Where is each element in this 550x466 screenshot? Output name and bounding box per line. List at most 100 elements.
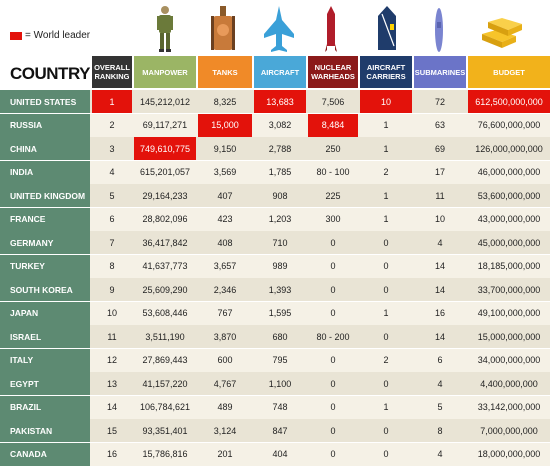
country-name: PAKISTAN [0, 419, 90, 442]
cell-tanks: 4,767 [213, 378, 237, 389]
cell-rank: 10 [106, 308, 117, 318]
cell-carriers: 1 [383, 402, 389, 412]
cell-manpower: 53,608,446 [142, 308, 188, 318]
cell-subs: 14 [434, 284, 445, 295]
cell-tanks: 3,569 [213, 167, 237, 177]
cell-tanks: 3,870 [213, 331, 237, 342]
country-name: CANADA [0, 442, 90, 466]
submarine-icon [435, 8, 443, 52]
cell-aircraft: 1,393 [268, 284, 292, 295]
cell-manpower: 28,802,096 [142, 214, 188, 224]
cell-subs: 16 [434, 308, 445, 318]
cell-carriers: 0 [383, 425, 389, 436]
cell-nuclear: 7,506 [321, 96, 345, 107]
cell-aircraft: 847 [272, 425, 288, 436]
cell-tanks: 15,000 [198, 113, 252, 137]
country-name: JAPAN [0, 301, 90, 325]
table-row: UNITED KINGDOM 5 29,164,233 407 908 225 1 11 53,… [0, 184, 550, 207]
cell-rank: 15 [106, 425, 117, 436]
table-row: ISRAEL 11 3,511,190 3,870 680 80 - 200 0 14 15,0… [0, 325, 550, 348]
cell-nuclear: 0 [330, 449, 336, 459]
cell-budget: 4,400,000,000 [480, 378, 538, 389]
country-name: FRANCE [0, 207, 90, 231]
cell-carriers: 10 [360, 90, 412, 113]
cell-aircraft: 1,203 [268, 214, 292, 224]
cell-carriers: 2 [383, 355, 389, 365]
cell-subs: 10 [434, 214, 445, 224]
table-row: GERMANY 7 36,417,842 408 710 0 0 4 45,000,000,00… [0, 231, 550, 254]
header-rank: OVERALL RANKING [92, 56, 132, 88]
cell-manpower: 41,157,220 [142, 378, 188, 389]
cell-budget: 33,700,000,000 [477, 284, 541, 295]
cell-manpower: 145,212,012 [139, 96, 191, 107]
tank-icon [211, 6, 235, 50]
cell-nuclear: 0 [330, 378, 336, 389]
cell-tanks: 489 [217, 402, 233, 412]
cell-rank: 2 [109, 120, 115, 130]
cell-nuclear: 225 [325, 190, 341, 201]
cell-budget: 126,000,000,000 [475, 143, 543, 154]
cell-rank: 4 [109, 167, 115, 177]
cell-carriers: 0 [383, 284, 389, 295]
cell-aircraft: 1,785 [268, 167, 292, 177]
country-name: ITALY [0, 348, 90, 372]
cell-budget: 49,100,000,000 [477, 308, 541, 318]
cell-budget: 18,185,000,000 [477, 261, 541, 271]
nuclear-missile-icon [325, 6, 337, 52]
cell-subs: 69 [434, 143, 445, 154]
cell-subs: 4 [437, 378, 443, 389]
country-name: SOUTH KOREA [0, 278, 90, 301]
country-name: UNITED STATES [0, 90, 90, 113]
cell-rank: 9 [109, 284, 115, 295]
fighter-jet-icon [264, 6, 294, 52]
cell-manpower: 36,417,842 [142, 237, 188, 248]
table-row: ITALY 12 27,869,443 600 795 0 2 6 34,000,000,000 [0, 348, 550, 372]
cell-aircraft: 1,100 [268, 378, 292, 389]
cell-tanks: 2,346 [213, 284, 237, 295]
cell-carriers: 0 [383, 449, 389, 459]
cell-nuclear: 300 [325, 214, 341, 224]
cell-subs: 72 [434, 96, 445, 107]
table-row: CHINA 3 749,610,775 9,150 2,788 250 1 69 126,000… [0, 137, 550, 160]
cell-manpower: 749,610,775 [134, 137, 196, 160]
cell-budget: 46,000,000,000 [477, 167, 541, 177]
cell-aircraft: 3,082 [268, 120, 292, 130]
cell-nuclear: 250 [325, 143, 341, 154]
cell-tanks: 3,124 [213, 425, 237, 436]
cell-subs: 63 [434, 120, 445, 130]
cell-subs: 17 [434, 167, 445, 177]
cell-nuclear: 0 [330, 284, 336, 295]
cell-manpower: 615,201,057 [139, 167, 191, 177]
cell-budget: 7,000,000,000 [480, 425, 538, 436]
cell-aircraft: 710 [272, 237, 288, 248]
legend-label: = World leader [25, 30, 91, 41]
cell-aircraft: 989 [272, 261, 288, 271]
table-row: PAKISTAN 15 93,351,401 3,124 847 0 0 8 7,000,000… [0, 419, 550, 442]
cell-carriers: 0 [383, 331, 389, 342]
cell-aircraft: 748 [272, 402, 288, 412]
cell-carriers: 1 [383, 308, 389, 318]
table-row: UNITED STATES 1 145,212,012 8,325 13,683 7,50… [0, 90, 550, 113]
cell-budget: 33,142,000,000 [477, 402, 541, 412]
cell-rank: 6 [109, 214, 115, 224]
cell-manpower: 25,609,290 [142, 284, 188, 295]
cell-subs: 14 [434, 331, 445, 342]
country-name: RUSSIA [0, 113, 90, 137]
cell-manpower: 41,637,773 [142, 261, 188, 271]
cell-budget: 34,000,000,000 [477, 355, 541, 365]
country-name: EGYPT [0, 372, 90, 395]
cell-carriers: 2 [383, 167, 389, 177]
cell-subs: 4 [437, 237, 443, 248]
cell-manpower: 93,351,401 [142, 425, 188, 436]
cell-tanks: 767 [217, 308, 233, 318]
country-name: UNITED KINGDOM [0, 184, 90, 207]
cell-rank: 12 [106, 355, 117, 365]
table-row: BRAZIL 14 106,784,621 489 748 0 1 5 33,142,000,0… [0, 395, 550, 419]
cell-nuclear: 0 [330, 402, 336, 412]
cell-budget: 15,000,000,000 [477, 331, 541, 342]
cell-budget: 76,600,000,000 [477, 120, 541, 130]
cell-nuclear: 80 - 100 [316, 167, 350, 177]
cell-budget: 612,500,000,000 [468, 90, 550, 113]
cell-aircraft: 908 [272, 190, 288, 201]
cell-manpower: 3,511,190 [145, 331, 185, 342]
